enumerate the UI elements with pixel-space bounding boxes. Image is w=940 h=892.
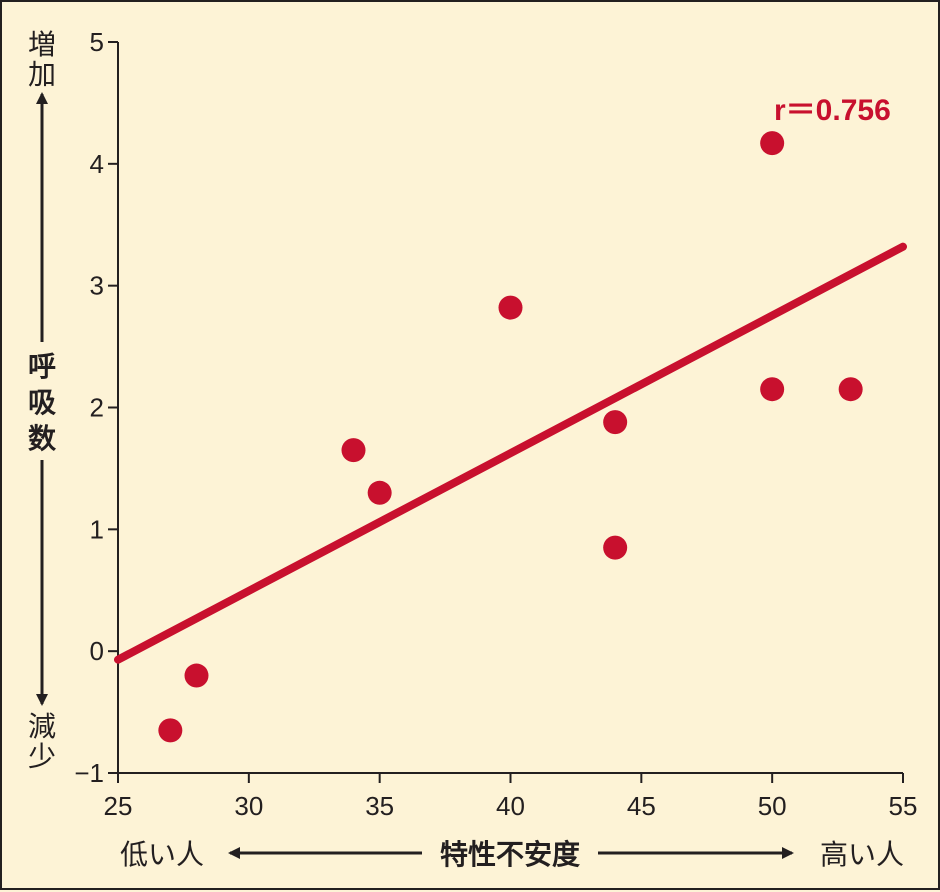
y-ticks: −1 0 1 2 3 4 5: [74, 27, 118, 788]
y-label-bottom-char1: 減: [28, 710, 56, 743]
data-point: [367, 480, 392, 505]
y-tick-label: 1: [90, 514, 104, 544]
data-point: [760, 131, 785, 156]
correlation-label: r＝0.756: [774, 94, 891, 127]
data-point: [498, 295, 523, 320]
data-point: [184, 663, 209, 688]
x-tick-label: 50: [758, 791, 787, 821]
y-tick-label: 5: [90, 27, 104, 57]
x-axis-title: 特性不安度: [440, 838, 580, 871]
x-tick-label: 40: [496, 791, 525, 821]
x-tick-label: 30: [234, 791, 263, 821]
data-point: [158, 718, 183, 743]
x-tick-label: 25: [104, 791, 133, 821]
data-point: [341, 438, 366, 463]
y-tick-label: 2: [90, 393, 104, 423]
y-label-char1: 呼: [28, 350, 56, 383]
x-tick-label: 35: [365, 791, 394, 821]
x-label-low: 低い人: [120, 838, 204, 871]
data-point: [603, 535, 628, 560]
y-tick-label: 0: [90, 636, 104, 666]
y-label-bottom-char2: 少: [28, 740, 56, 773]
y-tick-label: 3: [90, 271, 104, 301]
y-tick-label: 4: [90, 149, 104, 179]
y-label-char3: 数: [28, 422, 57, 455]
data-point: [838, 377, 863, 402]
x-label-high: 高い人: [820, 838, 904, 871]
data-point: [603, 410, 628, 435]
x-ticks: 25 30 35 40 45 50 55: [104, 773, 918, 821]
regression-line: [114, 242, 907, 664]
y-tick-label: −1: [74, 758, 104, 788]
x-tick-label: 45: [627, 791, 656, 821]
data-point: [760, 377, 785, 402]
y-label-char2: 吸: [28, 386, 56, 419]
data-points: [158, 131, 863, 743]
y-label-top-char1: 増: [28, 28, 56, 61]
x-tick-label: 55: [889, 791, 918, 821]
y-label-top-char2: 加: [28, 58, 56, 91]
trendline-group: [114, 242, 907, 664]
